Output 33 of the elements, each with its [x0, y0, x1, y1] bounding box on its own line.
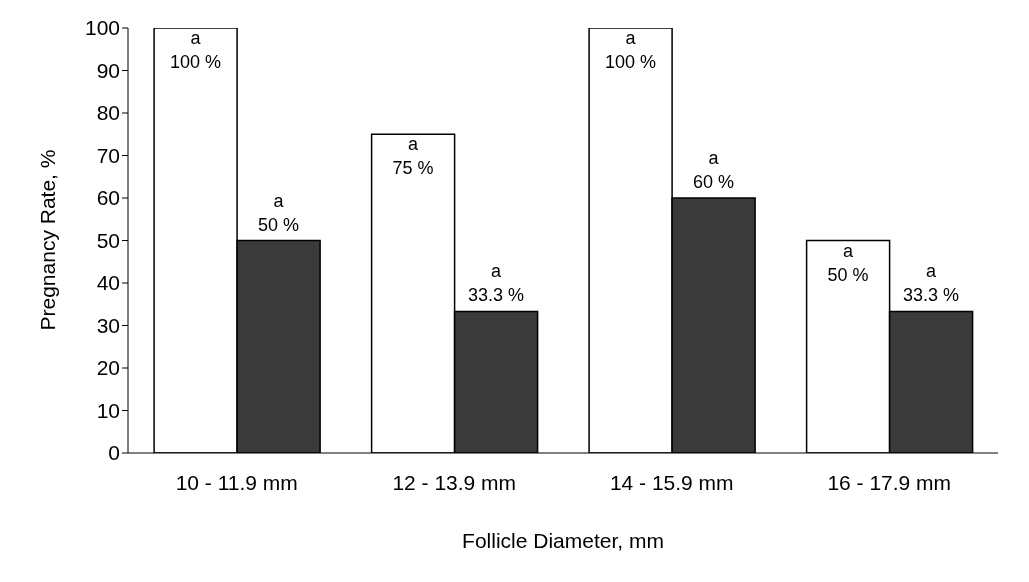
y-axis-title: Pregnancy Rate, % — [36, 149, 60, 331]
data-label: 60 % — [693, 172, 735, 192]
y-tick-label: 50 — [96, 228, 120, 252]
annotation: a — [625, 28, 637, 48]
x-tick-label: 14 - 15.9 mm — [609, 470, 734, 494]
x-tick-label: 12 - 13.9 mm — [392, 470, 517, 494]
annotation: a — [491, 261, 503, 282]
data-label: 75 % — [392, 158, 434, 179]
data-label: 33.3 % — [468, 285, 525, 306]
x-tick-label: 10 - 11.9 mm — [175, 470, 298, 494]
y-tick-label: 0 — [108, 441, 120, 465]
y-tick-label: 40 — [96, 271, 120, 295]
y-tick-label: 60 — [96, 186, 120, 210]
data-label: 50 % — [258, 214, 300, 235]
y-tick-label: 10 — [96, 398, 120, 422]
x-axis-title: Follicle Diameter, mm — [462, 529, 664, 552]
data-label: 100 % — [170, 52, 222, 72]
y-tick-label: 20 — [96, 356, 120, 380]
y-tick-label: 90 — [96, 58, 120, 82]
annotation: a — [190, 28, 202, 48]
y-tick-label: 30 — [96, 313, 120, 337]
annotation: a — [926, 261, 938, 282]
annotation: a — [273, 190, 285, 211]
data-label: 33.3 % — [903, 285, 960, 306]
annotation: a — [708, 148, 720, 168]
annotation: a — [843, 240, 855, 261]
y-tick-label: 100 — [84, 16, 120, 40]
data-label: 50 % — [827, 264, 869, 285]
y-tick-label: 70 — [96, 143, 120, 167]
annotation: a — [408, 134, 420, 155]
data-label: 100 % — [605, 52, 657, 72]
y-tick-label: 80 — [96, 101, 120, 125]
x-tick-label: 16 - 17.9 mm — [827, 470, 952, 494]
